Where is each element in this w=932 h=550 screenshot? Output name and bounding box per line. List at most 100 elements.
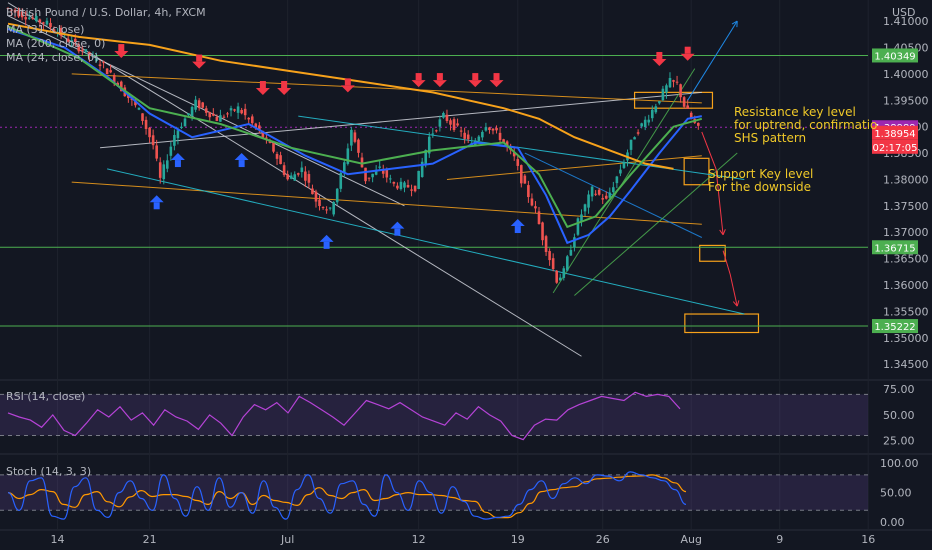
- key-level-zone: [684, 313, 760, 334]
- candle-body: [6, 7, 10, 9]
- candle-body: [566, 256, 569, 271]
- legend-ma24: MA (24, close, 0): [6, 51, 99, 64]
- candle-body: [339, 172, 343, 189]
- candle-body: [215, 116, 219, 121]
- price-tick-label: 1.37000: [883, 226, 929, 239]
- candle-body: [417, 170, 420, 189]
- candle-body: [321, 207, 325, 209]
- down-arrow-icon-shaft: [493, 73, 500, 81]
- rsi-tick-label: 50.00: [883, 409, 915, 422]
- candle-body: [293, 174, 297, 181]
- price-tick-label: 1.36500: [883, 253, 929, 266]
- candle-body: [367, 177, 371, 179]
- moving-average-line: [7, 22, 674, 170]
- legend-ma200: MA (200, close, 0): [6, 37, 106, 50]
- up-arrow-icon-shaft: [394, 228, 401, 236]
- price-tick-label: 1.38000: [883, 173, 929, 186]
- last-price-tag: 1.38954: [874, 129, 915, 140]
- candle-body: [537, 211, 541, 225]
- level-price-tag-bg: [872, 240, 918, 255]
- price-tick-label: 1.39500: [883, 94, 929, 107]
- candle-body: [10, 9, 13, 11]
- candle-body: [250, 116, 254, 124]
- candle-body: [357, 139, 360, 153]
- candle-body: [597, 189, 601, 195]
- trend-line: [71, 181, 702, 225]
- candle-body: [512, 152, 516, 157]
- projection-line: [687, 20, 738, 101]
- candle-body: [141, 113, 144, 121]
- up-arrow-icon-shaft: [238, 160, 245, 168]
- down-arrow-icon-shaft: [196, 54, 203, 62]
- down-arrow-icon-head: [468, 80, 483, 88]
- candle-body: [608, 192, 612, 198]
- candle-body: [590, 186, 594, 197]
- candle-body: [654, 106, 658, 113]
- up-arrow-icon-head: [170, 153, 185, 161]
- up-arrow-icon-head: [149, 195, 164, 203]
- candle-body: [516, 159, 520, 166]
- candle-body: [364, 167, 367, 182]
- candle-body: [261, 131, 265, 138]
- stoch-tick-label: 100.00: [880, 457, 919, 470]
- down-arrow-icon: [411, 73, 426, 88]
- candle-body: [318, 199, 321, 207]
- candle-body: [672, 80, 675, 82]
- candle-body: [495, 127, 498, 131]
- down-arrow-icon-head: [652, 58, 667, 66]
- candle-body: [665, 85, 668, 93]
- x-tick-label: 26: [596, 533, 610, 546]
- down-arrow-icon-head: [340, 85, 355, 93]
- level-price-tag-bg: [872, 48, 918, 63]
- up-arrow-icon-head: [390, 221, 405, 229]
- candle-body: [410, 189, 413, 191]
- moving-average-line: [7, 28, 702, 245]
- x-tick-label: 12: [412, 533, 426, 546]
- candle-body: [275, 153, 279, 159]
- candle-body: [226, 113, 229, 115]
- candle-body: [236, 106, 240, 113]
- candle-body: [332, 202, 335, 215]
- candle-body: [70, 40, 74, 42]
- candle-body: [38, 19, 42, 23]
- candle-body: [208, 112, 212, 118]
- stoch-tick-label: 50.00: [880, 487, 912, 500]
- candle-body: [477, 136, 481, 141]
- candle-body: [562, 268, 566, 278]
- candle-body: [675, 81, 679, 83]
- price-tick-label: 1.41000: [883, 15, 929, 28]
- candle-body: [52, 29, 56, 32]
- candle-body: [212, 113, 215, 116]
- candle-body: [258, 125, 261, 131]
- support-annotation-line-1: Support Key level: [708, 167, 814, 181]
- support-annotation-line-2: For the downside: [708, 180, 812, 194]
- down-arrow-icon-head: [411, 80, 426, 88]
- support-annotation: Support Key level For the downside: [708, 168, 813, 194]
- candle-body: [658, 101, 661, 104]
- candle-body: [583, 204, 587, 212]
- candle-body: [544, 236, 548, 252]
- up-arrow-icon-head: [234, 153, 249, 161]
- candle-body: [119, 81, 123, 92]
- candle-body: [197, 100, 201, 109]
- up-arrow-icon-shaft: [323, 241, 330, 249]
- candle-body: [289, 175, 293, 179]
- candle-body: [314, 191, 318, 202]
- up-arrow-icon: [234, 153, 249, 168]
- projection-line: [701, 131, 724, 235]
- candle-body: [424, 149, 428, 165]
- candle-body: [523, 175, 527, 184]
- candle-body: [102, 62, 105, 64]
- candle-body: [20, 11, 24, 18]
- candle-body: [77, 44, 81, 52]
- key-level-zone: [683, 157, 710, 186]
- up-arrow-icon: [510, 219, 525, 234]
- candle-body: [190, 106, 194, 116]
- down-arrow-icon-shaft: [344, 78, 351, 86]
- candle-body: [406, 184, 410, 188]
- resistance-annotation: Resistance key level for uptrend, confir…: [734, 106, 877, 145]
- trend-line: [552, 68, 696, 294]
- candle-body: [576, 218, 580, 235]
- price-tick-label: 1.36000: [883, 279, 929, 292]
